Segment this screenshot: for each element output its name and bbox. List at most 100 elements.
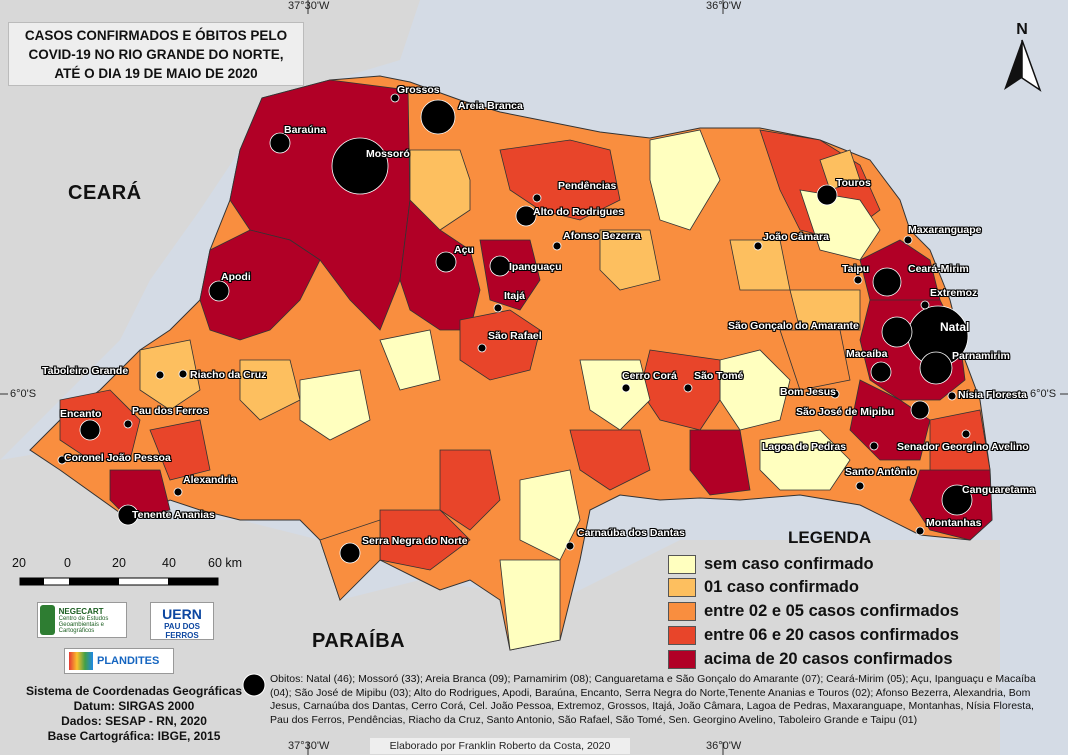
circle-ceara-mirim bbox=[872, 267, 902, 297]
circle-alexandria bbox=[173, 487, 183, 497]
circle-sao-rafael bbox=[477, 343, 487, 353]
circle-mossoro bbox=[331, 137, 389, 195]
city-label: Tenente Ananias bbox=[132, 509, 215, 521]
circle-extremoz bbox=[920, 300, 930, 310]
circle-serra-negra bbox=[339, 542, 361, 564]
region-alexandria bbox=[149, 419, 211, 481]
region-sao-goncalo-west bbox=[789, 289, 861, 331]
city-label: Mossoró bbox=[366, 148, 410, 160]
circle-cerro-cora bbox=[621, 383, 631, 393]
circle-parnamirim bbox=[919, 351, 953, 385]
city-label: Apodi bbox=[221, 271, 251, 283]
legend-label: 01 caso confirmado bbox=[704, 577, 859, 596]
city-label: Taboleiro Grande bbox=[42, 365, 129, 377]
coord-bottom-right: 36°0'W bbox=[706, 740, 742, 752]
circle-lagoa-de-pedras bbox=[869, 441, 879, 451]
region-central-north bbox=[649, 129, 721, 231]
region-lagoa-pedras bbox=[759, 429, 851, 491]
region-encanto bbox=[59, 389, 141, 461]
city-label: Macaíba bbox=[846, 348, 888, 360]
city-label: Natal bbox=[940, 320, 970, 334]
region-central bbox=[579, 359, 651, 431]
city-label: Baraúna bbox=[284, 124, 327, 136]
obitos-legend-marker bbox=[242, 673, 266, 697]
scale-label: 20 bbox=[12, 556, 26, 570]
circle-encanto bbox=[79, 419, 101, 441]
circle-sao-tome bbox=[683, 383, 693, 393]
legend-label: entre 06 e 20 casos confirmados bbox=[704, 625, 959, 644]
circle-pau-dos-ferros bbox=[123, 419, 133, 429]
region-south-tip bbox=[499, 559, 561, 651]
city-label: Encanto bbox=[60, 408, 102, 420]
city-label: Montanhas bbox=[926, 517, 982, 529]
metadata-line: Sistema de Coordenadas Geográficas bbox=[25, 684, 243, 698]
credit-footer: Elaborado por Franklin Roberto da Costa,… bbox=[370, 738, 630, 754]
circle-itaja bbox=[493, 303, 503, 313]
city-label: Ipanguaçu bbox=[509, 261, 562, 273]
circle-bom-jesus bbox=[830, 389, 840, 399]
state-label-ceara: CEARÁ bbox=[68, 182, 142, 204]
city-label: Grossos bbox=[397, 84, 440, 96]
circle-alto-rodrigues bbox=[515, 205, 537, 227]
city-label: Pendências bbox=[558, 180, 617, 192]
metadata-line: Datum: SIRGAS 2000 bbox=[73, 699, 195, 713]
circle-sao-goncalo bbox=[881, 316, 913, 348]
city-label: Extremoz bbox=[930, 287, 978, 299]
city-label: Açu bbox=[454, 244, 474, 256]
legend-item: sem caso confirmado bbox=[668, 553, 874, 575]
city-label: Areia Branca bbox=[458, 100, 523, 112]
city-label: Lagoa de Pedras bbox=[762, 441, 847, 453]
legend-label: acima de 20 casos confirmados bbox=[704, 649, 953, 668]
death-circles bbox=[57, 93, 973, 564]
circle-taboleiro-grande bbox=[155, 370, 165, 380]
people-icon bbox=[69, 652, 93, 670]
circle-montanhas bbox=[915, 526, 925, 536]
region-south-central bbox=[569, 429, 651, 491]
city-label: Nísia Floresta bbox=[958, 389, 1027, 401]
title-line-1: CASOS CONFIRMADOS E ÓBITOS PELO bbox=[24, 28, 288, 43]
title-line-2: COVID-19 NO RIO GRANDE DO NORTE, bbox=[28, 47, 284, 62]
circle-carnauba bbox=[565, 541, 575, 551]
city-label: São Rafael bbox=[488, 330, 542, 342]
legend-label: sem caso confirmado bbox=[704, 554, 874, 573]
region-west-yellow bbox=[299, 369, 371, 441]
circle-apodi bbox=[208, 280, 230, 302]
scale-bar bbox=[19, 577, 219, 586]
city-label: Riacho da Cruz bbox=[190, 369, 267, 381]
city-label: Cerro Corá bbox=[622, 370, 677, 382]
coord-left-lat: 6°0'S bbox=[10, 388, 37, 400]
city-label: São Gonçalo do Amarante bbox=[728, 320, 859, 332]
city-label: Canguaretama bbox=[962, 484, 1035, 496]
plandites-logo: PLANDITES bbox=[64, 648, 174, 674]
circle-ipanguacu bbox=[489, 255, 511, 277]
circle-tenente-ananias bbox=[117, 504, 139, 526]
city-label: Serra Negra do Norte bbox=[362, 535, 468, 547]
circle-touros bbox=[816, 184, 838, 206]
scale-label: 0 bbox=[64, 556, 71, 570]
legend-item: entre 06 e 20 casos confirmados bbox=[668, 624, 959, 646]
city-label: Maxaranguape bbox=[908, 224, 982, 236]
circle-maxaranguape bbox=[903, 235, 913, 245]
north-arrow-icon: N bbox=[1004, 21, 1042, 92]
scale-label: 20 bbox=[112, 556, 126, 570]
region-carnauba-area bbox=[519, 469, 581, 561]
uern-name: UERN bbox=[162, 606, 202, 622]
region-touros-coast bbox=[819, 149, 861, 191]
city-label: Coronel João Pessoa bbox=[64, 452, 171, 464]
region-south-west bbox=[439, 449, 501, 531]
region-macaiba-west bbox=[779, 329, 851, 391]
circle-riacho-cruz bbox=[178, 369, 188, 379]
region-afonso-bezerra bbox=[599, 229, 661, 291]
legend-swatch bbox=[668, 577, 696, 597]
circle-acu bbox=[435, 251, 457, 273]
metadata-line: Dados: SESAP - RN, 2020 bbox=[61, 714, 207, 728]
city-label: Parnamirim bbox=[952, 350, 1010, 362]
metadata-block: Sistema de Coordenadas Geográficas Datum… bbox=[16, 684, 252, 744]
coord-top-left: 37°30'W bbox=[288, 0, 330, 12]
city-label: Taipu bbox=[842, 263, 870, 275]
state-label-paraiba: PARAÍBA bbox=[312, 630, 406, 652]
circle-canguaretama bbox=[941, 484, 973, 516]
city-label: Senador Georgino Avelino bbox=[897, 441, 1029, 453]
